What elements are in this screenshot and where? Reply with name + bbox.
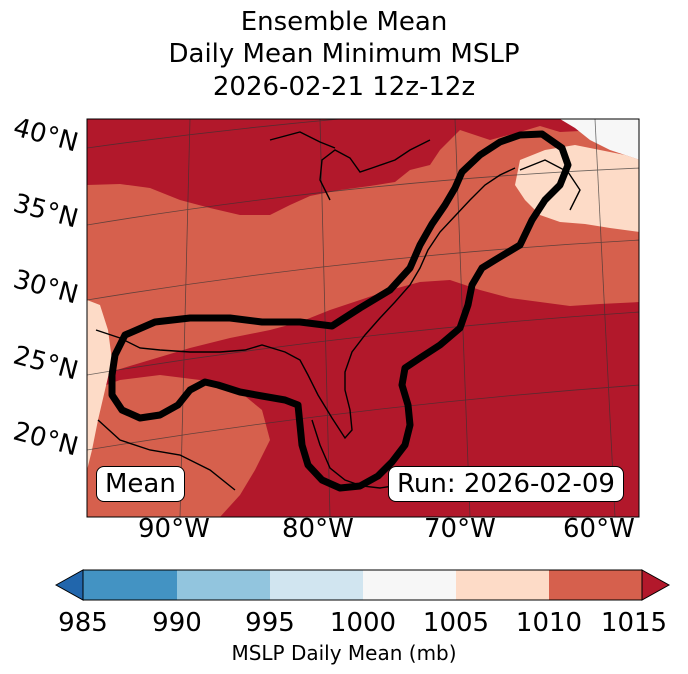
colorbar-tick-995: 995	[245, 608, 295, 638]
colorbar-over-arrow	[641, 569, 671, 601]
colorbar-seg-1010-1015	[549, 570, 642, 600]
map-area	[87, 119, 639, 517]
colorbar-label: MSLP Daily Mean (mb)	[231, 641, 457, 665]
colorbar-seg-985-990	[83, 570, 177, 600]
colorbar-tick-1005: 1005	[422, 608, 490, 638]
title-line-2: Daily Mean Minimum MSLP	[168, 39, 520, 69]
coastlines	[95, 131, 581, 491]
colorbar-tick-1015: 1015	[600, 608, 668, 638]
colorbar-seg-995-1000	[270, 570, 363, 600]
colorbar-tick-1010: 1010	[515, 608, 583, 638]
lon-label-80w: 80°W	[282, 514, 354, 544]
map-frame	[86, 118, 640, 518]
field-1015-north	[87, 119, 639, 215]
colorbar-seg-1005-1010	[456, 570, 549, 600]
lon-label-90w: 90°W	[138, 514, 210, 544]
mean-label-box: Mean	[96, 466, 185, 502]
colorbar-frame	[82, 569, 643, 601]
field-1000-northeast	[560, 119, 639, 160]
field-1005-northeast	[515, 145, 639, 232]
title-line-3: 2026-02-21 12z-12z	[212, 72, 476, 102]
colorbar-seg-1000-1005	[363, 570, 456, 600]
lon-label-60w: 60°W	[563, 514, 635, 544]
run-label-box: Run: 2026-02-09	[388, 466, 624, 502]
colorbar-under-arrow	[54, 569, 84, 601]
field-1005-west	[87, 300, 112, 470]
colorbar	[54, 569, 671, 601]
colorbar-tick-985: 985	[58, 608, 108, 638]
title-line-1: Ensemble Mean	[240, 7, 448, 37]
lon-label-70w: 70°W	[424, 514, 496, 544]
contour-line	[108, 130, 572, 492]
colorbar-tick-1000: 1000	[329, 608, 397, 638]
colorbar-seg-990-995	[177, 570, 270, 600]
colorbar-tick-990: 990	[152, 608, 202, 638]
